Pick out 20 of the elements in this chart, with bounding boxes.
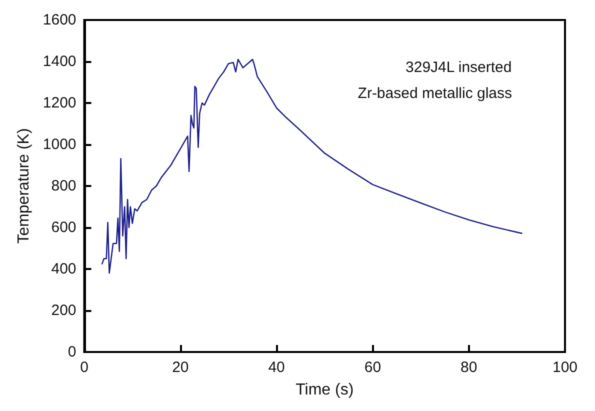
annotation: 329J4L inserted bbox=[406, 59, 512, 76]
y-tick-label: 400 bbox=[51, 260, 76, 278]
x-tick-label: 60 bbox=[364, 359, 382, 376]
y-tick-label: 1200 bbox=[42, 94, 76, 112]
x-tick-label: 80 bbox=[460, 359, 478, 376]
y-tick-label: 1400 bbox=[42, 53, 76, 70]
y-tick-label: 600 bbox=[51, 219, 76, 236]
x-tick-label: 40 bbox=[268, 359, 285, 376]
y-tick-label: 1600 bbox=[42, 12, 76, 28]
x-tick-label: 100 bbox=[552, 359, 578, 376]
y-tick-label: 1000 bbox=[42, 136, 76, 153]
x-axis-title: Time (s) bbox=[296, 382, 354, 398]
x-tick-label: 20 bbox=[172, 359, 189, 376]
line-series bbox=[101, 58, 522, 274]
y-tick-label: 0 bbox=[68, 344, 76, 360]
y-tick-label: 800 bbox=[51, 178, 76, 194]
annotation: Zr-based metallic glass bbox=[358, 85, 512, 102]
x-tick-label: 0 bbox=[80, 359, 88, 376]
y-axis-title: Temperature (K) bbox=[16, 128, 32, 244]
y-tick-label: 200 bbox=[51, 302, 76, 319]
